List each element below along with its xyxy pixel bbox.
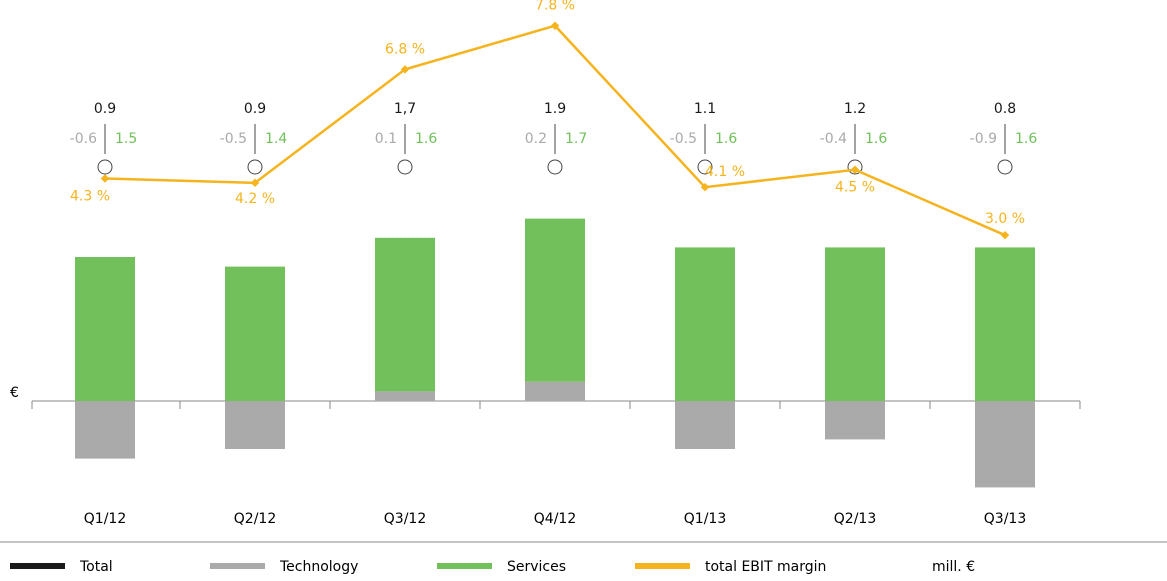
margin-label: 4.2 % (235, 191, 275, 207)
margin-point (400, 65, 410, 74)
total-label: 1.9 (544, 101, 566, 117)
x-tick-label: Q1/12 (84, 511, 126, 527)
marker-circle (397, 159, 413, 175)
technology-label: 0.1 (375, 131, 397, 147)
bar (975, 247, 1035, 401)
legend-label: Total (79, 559, 113, 575)
technology-label: -0.9 (970, 131, 997, 147)
services-label: 1.6 (1015, 131, 1037, 147)
legend-label: Technology (279, 559, 358, 575)
total-label: 0.8 (994, 101, 1016, 117)
bar (825, 247, 885, 401)
margin-label: 3.0 % (985, 211, 1025, 227)
x-tick-label: Q2/12 (234, 511, 276, 527)
marker-circle (97, 159, 113, 175)
margin-label: 6.8 % (385, 41, 425, 57)
services-label: 1.4 (265, 131, 287, 147)
bar (525, 218, 585, 382)
marker-circle (547, 159, 563, 175)
bar (525, 381, 585, 401)
bar (825, 401, 885, 440)
bar (675, 247, 735, 401)
services-label: 1.5 (115, 131, 137, 147)
total-label: 1.1 (694, 101, 716, 117)
bar (225, 266, 285, 401)
marker-circle (697, 159, 713, 175)
total-label: 1.2 (844, 101, 866, 117)
legend-swatch (437, 563, 492, 569)
total-label: 1,7 (394, 101, 416, 117)
y-unit: € (10, 385, 19, 401)
x-tick-label: Q4/12 (534, 511, 576, 527)
bar (375, 237, 435, 392)
legend-swatch (635, 563, 690, 569)
x-tick-label: Q3/12 (384, 511, 426, 527)
total-label: 0.9 (244, 101, 266, 117)
bar (75, 257, 135, 401)
margin-label: 7.8 % (535, 0, 575, 14)
x-tick-label: Q2/13 (834, 511, 876, 527)
services-label: 1.7 (565, 131, 587, 147)
margin-point (1000, 230, 1010, 240)
x-tick-label: Q3/13 (984, 511, 1026, 527)
total-label: 0.9 (94, 101, 116, 117)
technology-label: -0.5 (670, 131, 697, 147)
legend-label: Services (507, 559, 566, 575)
margin-point (100, 174, 110, 183)
bar (675, 401, 735, 449)
bar (375, 391, 435, 401)
services-label: 1.6 (715, 131, 737, 147)
unit-label: mill. € (932, 559, 975, 575)
marker-circle (247, 159, 263, 175)
x-tick-label: Q1/13 (684, 511, 726, 527)
legend-label: total EBIT margin (705, 559, 826, 575)
margin-label: 4.5 % (835, 180, 875, 196)
legend-swatch (210, 563, 265, 569)
services-label: 1.6 (415, 131, 437, 147)
services-label: 1.6 (865, 131, 887, 147)
legend-swatch (10, 563, 65, 569)
bar (75, 401, 135, 459)
bar (975, 401, 1035, 488)
marker-circle (997, 159, 1013, 175)
technology-label: 0.2 (525, 131, 547, 147)
technology-label: -0.6 (70, 131, 97, 147)
margin-label: 4.3 % (70, 188, 110, 204)
technology-label: -0.4 (820, 131, 847, 147)
bar (225, 401, 285, 449)
margin-point (250, 178, 260, 188)
margin-label: 4.1 % (705, 164, 745, 180)
technology-label: -0.5 (220, 131, 247, 147)
